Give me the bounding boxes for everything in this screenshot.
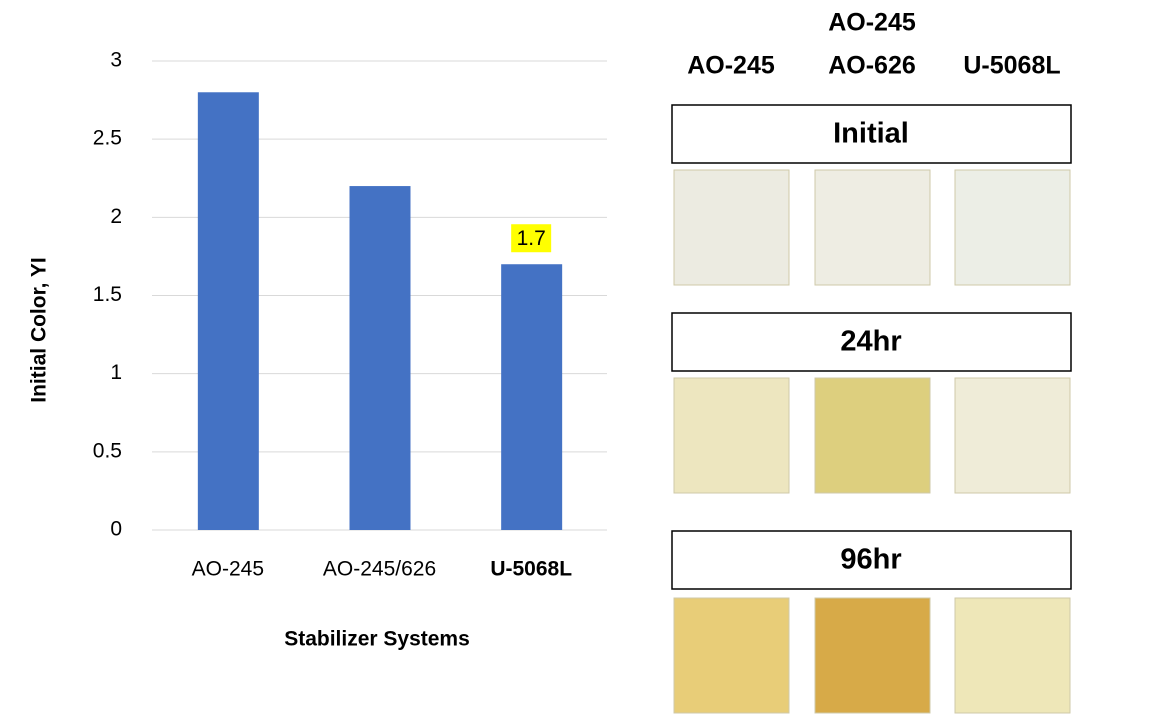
column-header: AO-626: [828, 52, 916, 80]
sample-swatch: [814, 377, 931, 494]
x-tick-label: U-5068L: [490, 558, 572, 581]
bar: [349, 186, 411, 531]
column-header: AO-245: [687, 52, 775, 80]
time-box: [671, 312, 1072, 372]
time-label: 96hr: [840, 544, 901, 576]
sample-swatch: [954, 377, 1071, 494]
data-label: 1.7: [517, 227, 546, 250]
y-tick-label: 1: [110, 361, 122, 384]
time-box: [671, 104, 1072, 164]
sample-swatch: [954, 169, 1071, 286]
y-tick-label: 3: [110, 49, 122, 72]
y-axis-title: Initial Color, YI: [28, 257, 51, 402]
column-header: U-5068L: [963, 52, 1060, 80]
y-tick-label: 0.5: [93, 439, 122, 462]
y-tick-label: 1.5: [93, 283, 122, 306]
y-tick-label: 2: [110, 205, 122, 228]
data-label-highlight: [511, 224, 552, 253]
y-tick-label: 0: [110, 518, 122, 541]
sample-swatch: [814, 597, 931, 714]
x-tick-label: AO-245: [192, 558, 264, 581]
time-label: Initial: [833, 118, 909, 150]
sample-swatch: [673, 377, 790, 494]
sample-swatch: [954, 597, 1071, 714]
sample-swatch: [814, 169, 931, 286]
time-label: 24hr: [840, 326, 901, 358]
y-tick-label: 2.5: [93, 127, 122, 150]
bar: [197, 92, 259, 531]
x-axis-title: Stabilizer Systems: [284, 628, 470, 651]
sample-swatch: [673, 169, 790, 286]
time-box: [671, 530, 1072, 590]
sample-swatch: [673, 597, 790, 714]
bar: [501, 264, 563, 530]
column-header: AO-245: [828, 9, 916, 37]
x-tick-label: AO-245/626: [323, 558, 436, 581]
